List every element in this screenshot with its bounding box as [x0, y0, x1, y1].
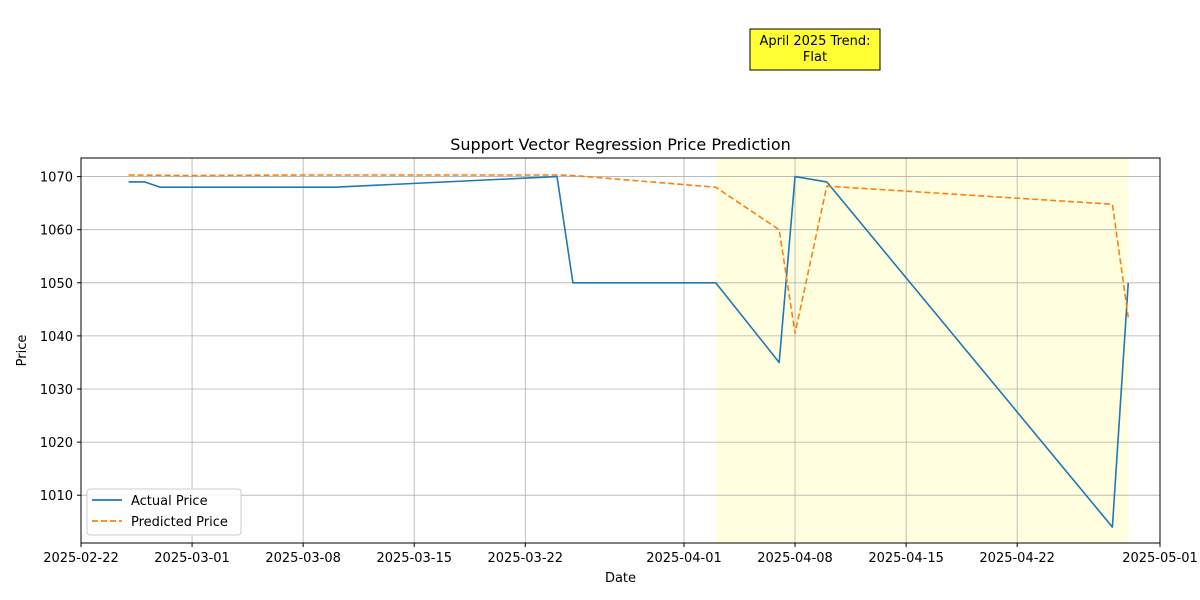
y-tick-label: 1040	[40, 330, 73, 345]
x-tick-label: 2025-04-22	[979, 551, 1055, 566]
y-tick-label: 1030	[40, 383, 73, 398]
trend-annotation: April 2025 Trend: Flat	[749, 28, 881, 71]
legend-box	[86, 488, 242, 536]
x-tick-label: 2025-02-22	[43, 551, 119, 566]
x-tick-label: 2025-04-01	[646, 551, 722, 566]
x-tick-label: 2025-05-01	[1122, 551, 1198, 566]
y-tick-label: 1010	[40, 489, 73, 504]
y-tick-label: 1070	[40, 171, 73, 186]
legend: Actual Price Predicted Price	[86, 488, 242, 536]
x-tick-label: 2025-03-15	[376, 551, 452, 566]
x-tick-label: 2025-04-15	[868, 551, 944, 566]
x-tick-label: 2025-03-22	[488, 551, 564, 566]
legend-label-actual: Actual Price	[131, 494, 208, 509]
y-tick-label: 1050	[40, 277, 73, 292]
actual-price-line	[128, 175, 1130, 528]
x-tick-label: 2025-03-01	[154, 551, 230, 566]
annotation-box	[749, 28, 881, 71]
y-tick-label: 1020	[40, 436, 73, 451]
annotation-line-2: Flat	[803, 50, 827, 65]
x-tick-label: 2025-04-08	[757, 551, 833, 566]
plot-frame	[80, 157, 1161, 544]
annotation-line-1: April 2025 Trend:	[759, 34, 870, 49]
x-axis-title: Date	[605, 571, 636, 586]
y-axis-title: Price	[15, 335, 30, 367]
chart-title: Support Vector Regression Price Predicti…	[450, 135, 791, 154]
y-tick-label: 1060	[40, 224, 73, 239]
x-tick-label: 2025-03-08	[265, 551, 341, 566]
april-highlight-band	[715, 158, 1129, 543]
predicted-price-line	[128, 174, 1130, 335]
legend-label-predicted: Predicted Price	[131, 515, 228, 530]
